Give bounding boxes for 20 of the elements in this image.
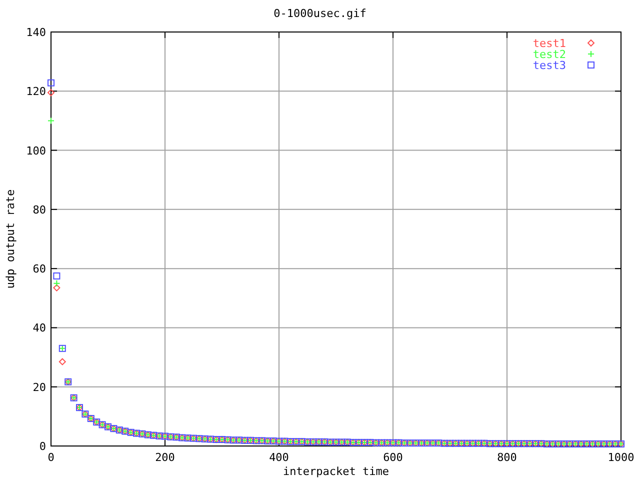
x-tick-label: 1000	[608, 451, 634, 464]
chart-title: 0-1000usec.gif	[274, 7, 366, 20]
y-tick-label: 40	[32, 322, 46, 335]
y-tick-label: 80	[32, 203, 46, 216]
y-tick-label: 120	[26, 85, 46, 98]
legend-label: test1	[532, 37, 566, 50]
y-tick-label: 20	[32, 380, 46, 394]
x-tick-label: 200	[155, 451, 175, 464]
x-tick-label: 0	[48, 451, 54, 464]
y-tick-label: 0	[39, 440, 46, 453]
y-axis-title: udp output rate	[4, 189, 17, 289]
legend-label: test2	[532, 48, 566, 61]
y-tick-label: 140	[26, 26, 46, 39]
x-tick-label: 800	[497, 451, 517, 464]
x-tick-label: 600	[383, 451, 403, 464]
x-tick-label: 400	[269, 451, 289, 464]
x-axis-title: interpacket time	[283, 465, 389, 478]
legend-label: test3	[532, 59, 566, 72]
y-tick-label: 60	[32, 262, 46, 276]
y-tick-label: 100	[26, 144, 46, 158]
